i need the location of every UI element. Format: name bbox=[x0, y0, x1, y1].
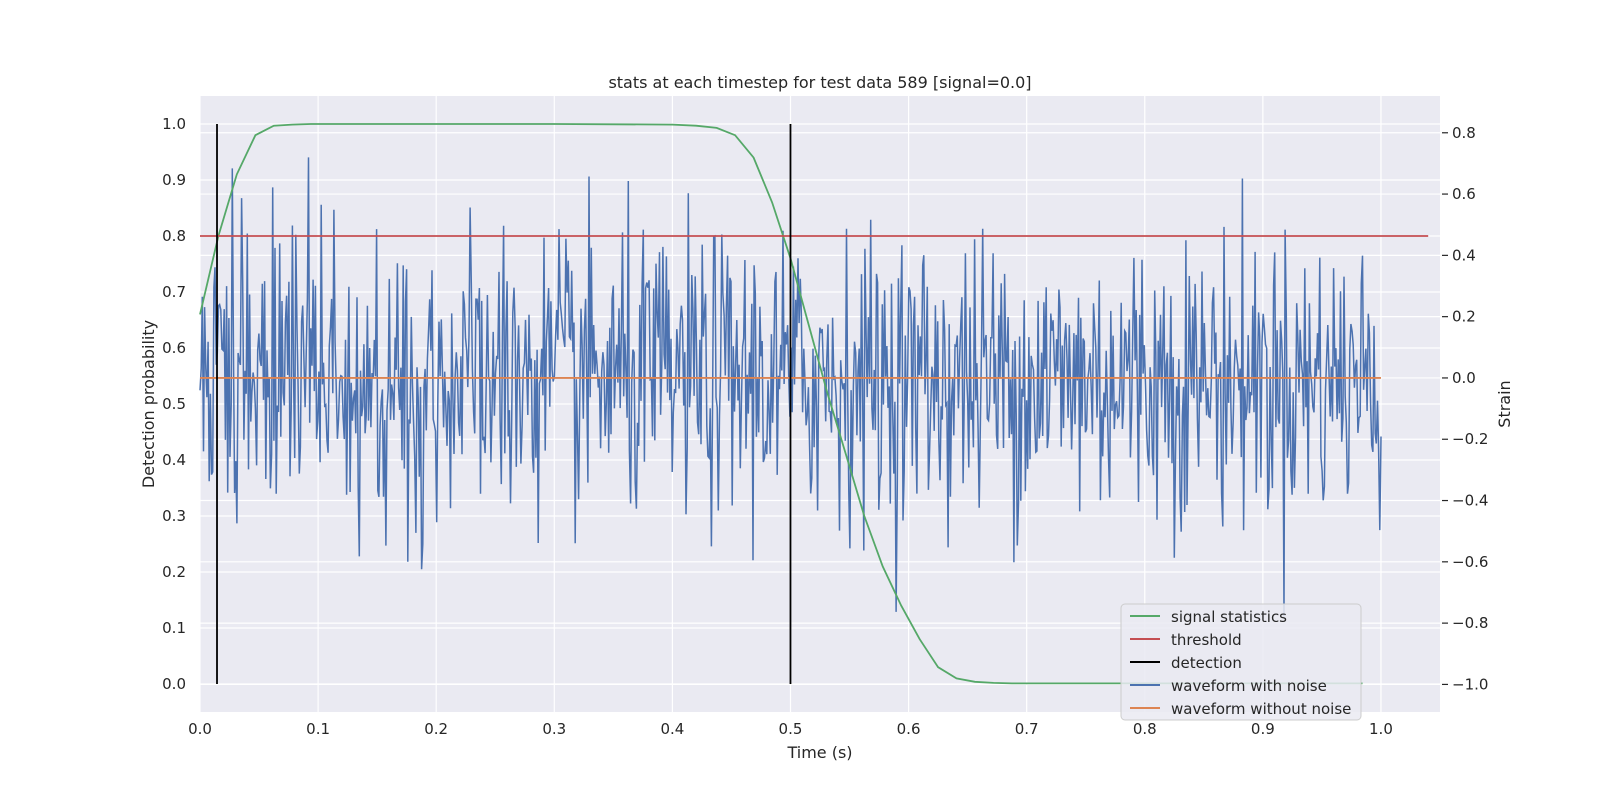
tick-layer: 0.0 0.1 0.2 0.3 0.4 0.5 0.6 0.7 0.8 0.9 1.0 0.0 0.1 0… bbox=[162, 115, 1488, 738]
y-tick-label: 0.0 bbox=[162, 675, 186, 693]
y-tick-label: 0.2 bbox=[162, 563, 186, 581]
x-tick-label: 0.5 bbox=[779, 720, 803, 738]
y2-tick-label: −0.6 bbox=[1452, 553, 1488, 571]
legend-label-detection: detection bbox=[1171, 654, 1242, 672]
y2-tick-label: 0.4 bbox=[1452, 246, 1476, 264]
x-tick-label: 0.0 bbox=[188, 720, 212, 738]
y2-tick-label: −0.8 bbox=[1452, 614, 1488, 632]
chart-title: stats at each timestep for test data 589… bbox=[608, 73, 1031, 92]
y-tick-label: 0.6 bbox=[162, 339, 186, 357]
legend-label-waveform-with-noise: waveform with noise bbox=[1171, 677, 1327, 695]
y2-tick-label: −0.4 bbox=[1452, 492, 1488, 510]
y-tick-label: 1.0 bbox=[162, 115, 186, 133]
y-tick-label: 0.4 bbox=[162, 451, 186, 469]
x-tick-label: 0.2 bbox=[424, 720, 448, 738]
series-layer bbox=[199, 123, 1429, 685]
x-tick-label: 0.4 bbox=[660, 720, 684, 738]
legend-label-signal-statistics: signal statistics bbox=[1171, 608, 1287, 626]
y2-tick-label: −0.2 bbox=[1452, 430, 1488, 448]
legend-label-waveform-without-noise: waveform without noise bbox=[1171, 700, 1351, 718]
y2-tick-label: 0.6 bbox=[1452, 185, 1476, 203]
legend-box bbox=[1120, 603, 1362, 721]
y-tick-label: 0.9 bbox=[162, 171, 186, 189]
y2-tick-label: 0.2 bbox=[1452, 308, 1476, 326]
x-tick-label: 0.7 bbox=[1015, 720, 1039, 738]
x-tick-label: 0.6 bbox=[897, 720, 921, 738]
x-tick-label: 0.1 bbox=[306, 720, 330, 738]
x-axis-label: Time (s) bbox=[786, 743, 852, 762]
y-tick-label: 0.7 bbox=[162, 283, 186, 301]
y2-tick-label: 0.8 bbox=[1452, 124, 1476, 142]
y2-tick-label: −1.0 bbox=[1452, 675, 1488, 693]
y-axis-label: Detection probability bbox=[139, 320, 158, 488]
y-tick-label: 0.8 bbox=[162, 227, 186, 245]
x-tick-label: 0.3 bbox=[542, 720, 566, 738]
x-tick-label: 1.0 bbox=[1369, 720, 1393, 738]
legend-label-threshold: threshold bbox=[1171, 631, 1242, 649]
y-tick-label: 0.3 bbox=[162, 507, 186, 525]
y-tick-label: 0.5 bbox=[162, 395, 186, 413]
y2-tick-label: 0.0 bbox=[1452, 369, 1476, 387]
x-tick-label: 0.9 bbox=[1251, 720, 1275, 738]
x-tick-label: 0.8 bbox=[1133, 720, 1157, 738]
legend: signal statistics threshold detection wa… bbox=[1120, 603, 1362, 721]
y-tick-label: 0.1 bbox=[162, 619, 186, 637]
y2-axis-label: Strain bbox=[1495, 380, 1514, 427]
